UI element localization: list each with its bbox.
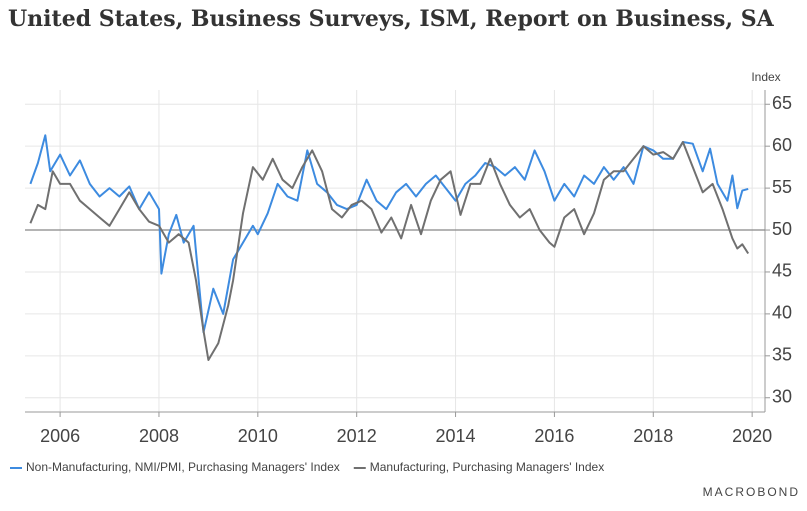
x-tick-label: 2006 bbox=[40, 426, 80, 446]
x-tick-label: 2014 bbox=[436, 426, 476, 446]
x-tick-label: 2008 bbox=[139, 426, 179, 446]
y-tick-label: 35 bbox=[772, 345, 792, 365]
y-tick-label: 50 bbox=[772, 219, 792, 239]
x-tick-label: 2010 bbox=[238, 426, 278, 446]
logo: MACROBOND bbox=[703, 485, 800, 499]
x-tick-label: 2012 bbox=[337, 426, 377, 446]
x-tick-label: 2020 bbox=[732, 426, 772, 446]
y-tick-label: 60 bbox=[772, 135, 792, 155]
y-tick-label: 45 bbox=[772, 261, 792, 281]
series-line bbox=[29, 141, 750, 361]
y-tick-label: 65 bbox=[772, 93, 792, 113]
x-tick-label: 2016 bbox=[534, 426, 574, 446]
legend-label: Manufacturing, Purchasing Managers' Inde… bbox=[370, 460, 604, 474]
y-axis-label: Index bbox=[751, 70, 780, 84]
x-tick-label: 2018 bbox=[633, 426, 673, 446]
legend-label: Non-Manufacturing, NMI/PMI, Purchasing M… bbox=[26, 460, 340, 474]
y-tick-label: 55 bbox=[772, 177, 792, 197]
y-tick-label: 40 bbox=[772, 303, 792, 323]
y-tick-label: 30 bbox=[772, 386, 792, 406]
chart-title: United States, Business Surveys, ISM, Re… bbox=[8, 6, 774, 32]
series-line bbox=[29, 134, 749, 334]
